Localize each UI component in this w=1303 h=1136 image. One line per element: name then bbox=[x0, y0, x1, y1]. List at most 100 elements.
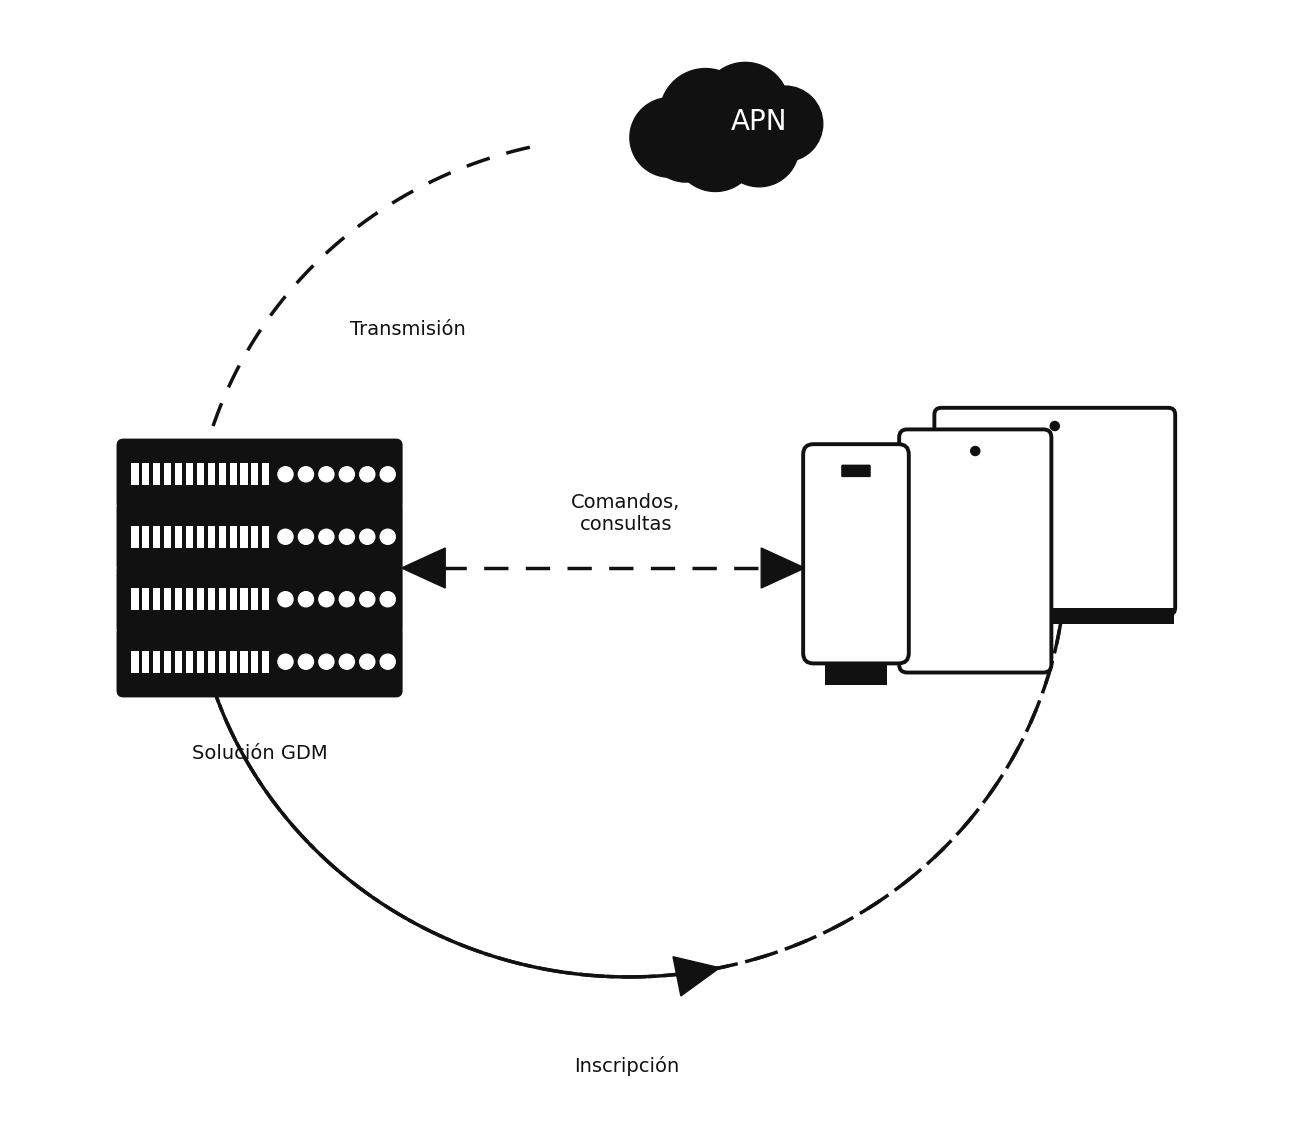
Circle shape bbox=[339, 467, 354, 482]
Circle shape bbox=[278, 467, 293, 482]
FancyBboxPatch shape bbox=[207, 588, 215, 610]
FancyBboxPatch shape bbox=[251, 463, 258, 485]
Circle shape bbox=[339, 592, 354, 607]
Text: Comandos,
consultas: Comandos, consultas bbox=[571, 493, 680, 534]
Circle shape bbox=[380, 467, 395, 482]
FancyBboxPatch shape bbox=[219, 588, 225, 610]
FancyBboxPatch shape bbox=[142, 526, 150, 548]
Polygon shape bbox=[674, 957, 719, 996]
FancyBboxPatch shape bbox=[132, 463, 138, 485]
Text: Inscripción: Inscripción bbox=[573, 1055, 679, 1076]
FancyBboxPatch shape bbox=[186, 651, 193, 673]
FancyBboxPatch shape bbox=[803, 444, 908, 663]
FancyBboxPatch shape bbox=[936, 608, 1174, 624]
Circle shape bbox=[629, 98, 709, 177]
Circle shape bbox=[971, 446, 980, 456]
FancyBboxPatch shape bbox=[229, 651, 237, 673]
FancyBboxPatch shape bbox=[186, 526, 193, 548]
FancyBboxPatch shape bbox=[175, 651, 182, 673]
FancyBboxPatch shape bbox=[175, 463, 182, 485]
FancyBboxPatch shape bbox=[899, 429, 1052, 673]
FancyBboxPatch shape bbox=[132, 588, 138, 610]
FancyBboxPatch shape bbox=[219, 463, 225, 485]
FancyBboxPatch shape bbox=[251, 588, 258, 610]
FancyBboxPatch shape bbox=[207, 651, 215, 673]
FancyBboxPatch shape bbox=[164, 463, 171, 485]
FancyBboxPatch shape bbox=[219, 651, 225, 673]
Circle shape bbox=[360, 529, 375, 544]
FancyBboxPatch shape bbox=[175, 526, 182, 548]
Text: Transmisión: Transmisión bbox=[351, 320, 466, 339]
Polygon shape bbox=[192, 644, 231, 691]
FancyBboxPatch shape bbox=[825, 658, 887, 685]
FancyBboxPatch shape bbox=[934, 408, 1175, 615]
Circle shape bbox=[319, 592, 334, 607]
Circle shape bbox=[319, 529, 334, 544]
FancyBboxPatch shape bbox=[164, 651, 171, 673]
FancyBboxPatch shape bbox=[251, 651, 258, 673]
FancyBboxPatch shape bbox=[229, 526, 237, 548]
FancyBboxPatch shape bbox=[241, 463, 248, 485]
FancyBboxPatch shape bbox=[262, 651, 270, 673]
FancyBboxPatch shape bbox=[197, 463, 205, 485]
Circle shape bbox=[319, 467, 334, 482]
Polygon shape bbox=[401, 548, 446, 588]
Text: APN: APN bbox=[731, 108, 788, 135]
FancyBboxPatch shape bbox=[117, 565, 401, 634]
FancyBboxPatch shape bbox=[241, 588, 248, 610]
FancyBboxPatch shape bbox=[197, 588, 205, 610]
FancyBboxPatch shape bbox=[142, 651, 150, 673]
FancyBboxPatch shape bbox=[154, 588, 160, 610]
Circle shape bbox=[360, 467, 375, 482]
Circle shape bbox=[319, 654, 334, 669]
Circle shape bbox=[360, 592, 375, 607]
FancyBboxPatch shape bbox=[229, 463, 237, 485]
FancyBboxPatch shape bbox=[117, 502, 401, 571]
Circle shape bbox=[380, 654, 395, 669]
FancyBboxPatch shape bbox=[262, 526, 270, 548]
Circle shape bbox=[278, 592, 293, 607]
FancyBboxPatch shape bbox=[117, 627, 401, 696]
FancyBboxPatch shape bbox=[229, 588, 237, 610]
Circle shape bbox=[747, 86, 822, 161]
FancyBboxPatch shape bbox=[842, 465, 870, 477]
Circle shape bbox=[298, 592, 314, 607]
FancyBboxPatch shape bbox=[241, 651, 248, 673]
Circle shape bbox=[360, 654, 375, 669]
FancyBboxPatch shape bbox=[154, 526, 160, 548]
FancyBboxPatch shape bbox=[207, 463, 215, 485]
FancyBboxPatch shape bbox=[132, 651, 138, 673]
Circle shape bbox=[674, 108, 757, 192]
FancyBboxPatch shape bbox=[186, 463, 193, 485]
Circle shape bbox=[339, 654, 354, 669]
FancyBboxPatch shape bbox=[132, 526, 138, 548]
Polygon shape bbox=[761, 548, 805, 588]
FancyBboxPatch shape bbox=[142, 463, 150, 485]
FancyBboxPatch shape bbox=[262, 463, 270, 485]
Circle shape bbox=[278, 529, 293, 544]
FancyBboxPatch shape bbox=[142, 588, 150, 610]
FancyBboxPatch shape bbox=[186, 588, 193, 610]
FancyBboxPatch shape bbox=[241, 526, 248, 548]
FancyBboxPatch shape bbox=[197, 651, 205, 673]
FancyBboxPatch shape bbox=[164, 588, 171, 610]
Circle shape bbox=[339, 529, 354, 544]
FancyBboxPatch shape bbox=[164, 526, 171, 548]
FancyBboxPatch shape bbox=[154, 651, 160, 673]
FancyBboxPatch shape bbox=[175, 588, 182, 610]
Circle shape bbox=[380, 529, 395, 544]
Text: Solución GDM: Solución GDM bbox=[192, 744, 327, 763]
Circle shape bbox=[380, 592, 395, 607]
FancyBboxPatch shape bbox=[251, 526, 258, 548]
Circle shape bbox=[648, 107, 723, 182]
Circle shape bbox=[298, 529, 314, 544]
Circle shape bbox=[278, 654, 293, 669]
Circle shape bbox=[298, 654, 314, 669]
FancyBboxPatch shape bbox=[262, 588, 270, 610]
Circle shape bbox=[659, 68, 752, 160]
Circle shape bbox=[298, 467, 314, 482]
Circle shape bbox=[701, 62, 788, 150]
FancyBboxPatch shape bbox=[219, 526, 225, 548]
FancyBboxPatch shape bbox=[197, 526, 205, 548]
Circle shape bbox=[1050, 421, 1059, 431]
